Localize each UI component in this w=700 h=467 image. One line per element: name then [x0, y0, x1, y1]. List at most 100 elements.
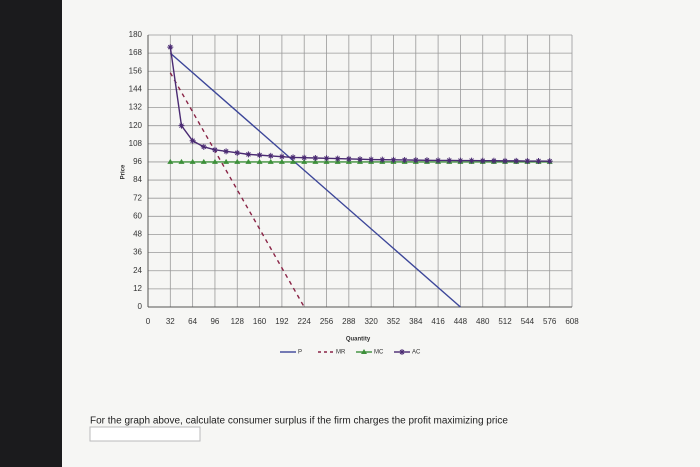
y-tick-label: 168 [129, 48, 143, 57]
y-tick-label: 96 [133, 157, 142, 166]
x-tick-label: 320 [364, 317, 378, 326]
series-line [169, 52, 461, 308]
y-tick-label: 0 [138, 302, 143, 311]
y-tick-label: 108 [129, 139, 143, 148]
marker [401, 156, 408, 163]
marker [234, 149, 241, 156]
marker [267, 152, 274, 159]
marker [457, 157, 464, 164]
marker [223, 148, 230, 155]
y-tick-label: 36 [133, 248, 142, 257]
marker [189, 158, 196, 164]
marker [524, 158, 531, 165]
marker [345, 155, 352, 162]
y-tick-label: 132 [129, 103, 143, 112]
y-tick-label: 156 [129, 66, 143, 75]
marker [278, 153, 285, 160]
x-tick-label: 544 [521, 317, 535, 326]
y-axis-label: Price [121, 164, 127, 179]
marker [546, 158, 553, 165]
marker [368, 156, 375, 163]
marker [178, 158, 185, 164]
screen-edge [0, 0, 62, 467]
screen [62, 0, 700, 467]
marker [334, 155, 341, 162]
y-tick-label: 144 [129, 85, 143, 94]
legend-label: AC [412, 350, 421, 356]
y-tick-label: 24 [133, 266, 142, 275]
marker [323, 155, 330, 162]
marker [278, 158, 285, 164]
marker [234, 158, 241, 164]
marker [256, 158, 263, 164]
marker [267, 158, 274, 164]
x-tick-label: 512 [498, 317, 512, 326]
legend-label: MR [336, 350, 346, 356]
marker [435, 157, 442, 164]
marker [200, 143, 207, 150]
legend-label: P [298, 350, 302, 356]
question: For the graph above, calculate consumer … [90, 416, 508, 427]
x-tick-label: 256 [320, 317, 334, 326]
marker [390, 156, 397, 163]
marker [189, 137, 196, 144]
x-tick-label: 576 [543, 317, 557, 326]
x-tick-label: 384 [409, 317, 423, 326]
legend-marker [399, 349, 405, 355]
x-tick-label: 64 [188, 317, 197, 326]
marker [301, 158, 308, 164]
marker [167, 158, 174, 164]
marker [412, 157, 419, 164]
marker [502, 157, 509, 164]
marker [446, 157, 453, 164]
legend-marker [361, 349, 367, 354]
marker [223, 158, 230, 164]
x-tick-label: 224 [298, 317, 312, 326]
marker [535, 158, 542, 165]
marker [211, 158, 218, 164]
marker [468, 157, 475, 164]
marker [290, 154, 297, 161]
marker [245, 151, 252, 158]
marker [256, 152, 263, 159]
marker [312, 155, 319, 162]
y-tick-label: 12 [133, 284, 142, 293]
y-tick-label: 60 [133, 211, 142, 220]
x-tick-label: 416 [431, 317, 445, 326]
marker [245, 158, 252, 164]
x-tick-label: 128 [231, 317, 245, 326]
series-line [169, 72, 305, 308]
y-tick-label: 180 [129, 30, 143, 39]
marker [323, 158, 330, 164]
marker [290, 158, 297, 164]
y-tick-label: 72 [133, 193, 142, 202]
y-tick-label: 48 [133, 230, 142, 239]
y-tick-label: 120 [129, 121, 143, 130]
y-tick-label: 84 [133, 175, 142, 184]
marker [301, 154, 308, 161]
x-tick-label: 288 [342, 317, 356, 326]
marker [490, 157, 497, 164]
marker [513, 157, 520, 164]
x-axis-label: Quantity [346, 337, 371, 343]
x-tick-label: 480 [476, 317, 490, 326]
marker [379, 156, 386, 163]
marker [200, 158, 207, 164]
x-tick-label: 96 [210, 317, 219, 326]
marker [211, 146, 218, 153]
answer-input[interactable] [89, 426, 201, 442]
x-tick-label: 160 [253, 317, 267, 326]
marker [357, 156, 363, 163]
x-tick-label: 352 [387, 317, 401, 326]
x-tick-label: 608 [565, 317, 579, 326]
x-tick-label: 192 [275, 317, 289, 326]
legend-label: MC [374, 350, 384, 356]
x-tick-label: 32 [166, 317, 175, 326]
x-tick-label: 448 [454, 317, 468, 326]
marker [312, 158, 319, 164]
x-tick-label: 0 [146, 317, 151, 326]
marker [479, 157, 486, 164]
marker [167, 44, 174, 51]
